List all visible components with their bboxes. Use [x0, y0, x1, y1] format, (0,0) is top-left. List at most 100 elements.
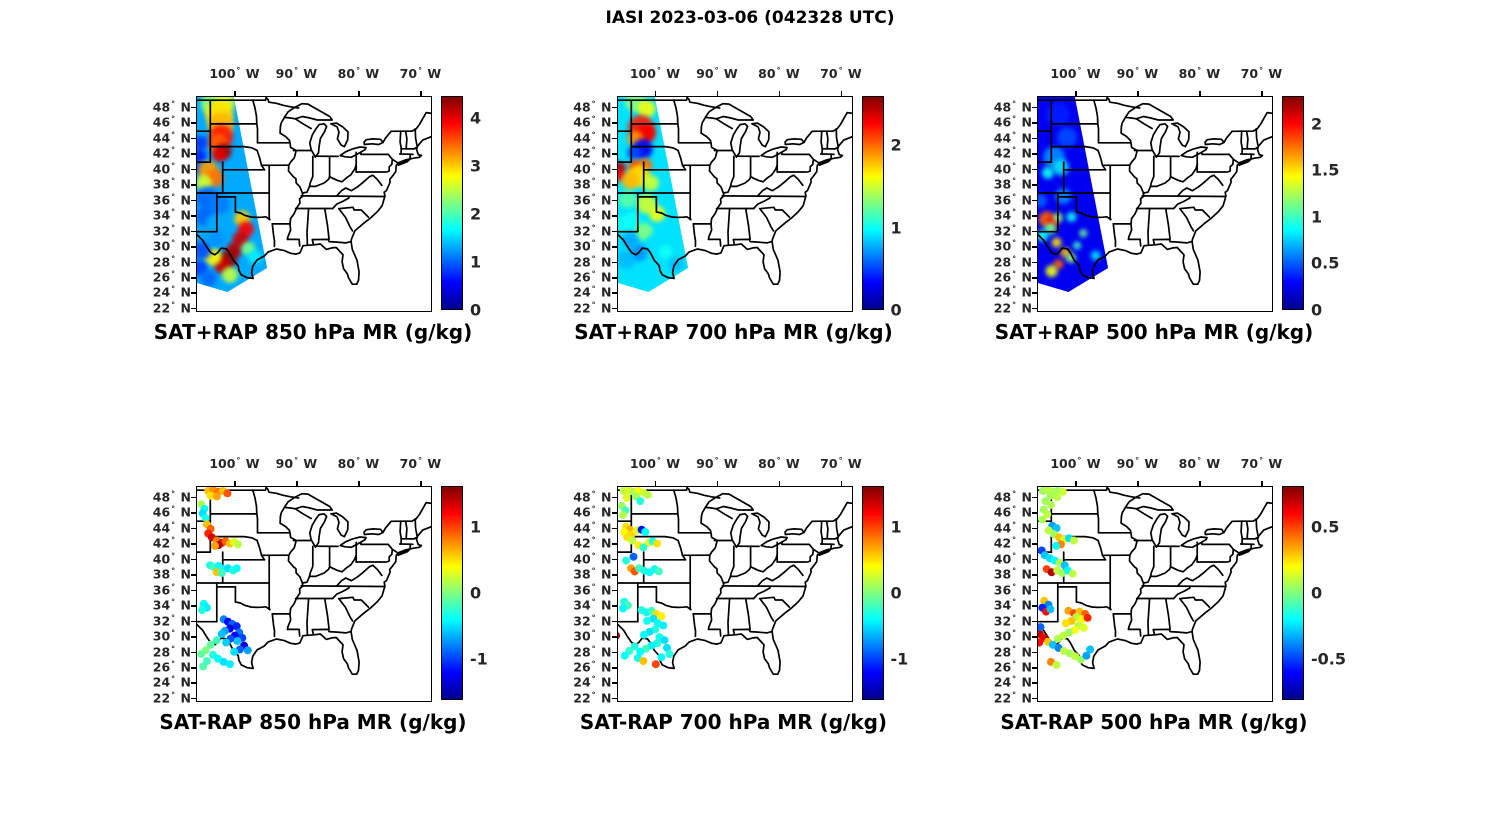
colorbar-tick-label: 0 — [470, 583, 482, 603]
lat-tick-value: 22 — [993, 690, 1012, 706]
lat-tick-value: 28 — [993, 254, 1012, 270]
lat-tickmark — [191, 589, 196, 592]
lat-tick-value: 40 — [993, 161, 1012, 177]
lat-tick-hemisphere: N — [1021, 207, 1032, 223]
lon-tick-hemisphere: W — [1268, 66, 1283, 82]
field-blob — [648, 205, 665, 222]
lon-tickmark — [654, 91, 657, 96]
lat-tick-value: 28 — [573, 644, 591, 660]
lat-tick-label: 34° N — [988, 598, 1032, 613]
lat-tick-label: 26° N — [988, 269, 1032, 284]
lat-tick-hemisphere: N — [1021, 238, 1032, 254]
lat-tick-hemisphere: N — [601, 223, 612, 239]
lon-tick-hemisphere: W — [1144, 66, 1159, 82]
degree-symbol: ° — [1012, 551, 1017, 561]
difference-dot — [665, 650, 673, 659]
lat-tick-hemisphere: N — [601, 254, 612, 270]
panel-title: SAT-RAP 500 hPa MR (g/kg) — [1000, 710, 1308, 734]
field-blob — [1053, 259, 1064, 270]
lat-tickmark — [191, 184, 196, 186]
lat-tick-value: 38 — [152, 176, 171, 192]
lon-tickmark — [296, 91, 298, 96]
difference-dot — [206, 491, 215, 500]
field-blob — [200, 270, 217, 287]
degree-symbol: ° — [591, 192, 596, 202]
lat-tickmark — [1032, 199, 1037, 202]
degree-symbol: ° — [591, 489, 596, 499]
lon-tickmark — [358, 481, 360, 486]
degree-symbol: ° — [171, 238, 176, 248]
map-panel-sat-plus-rap-500: 100° W 90° W 80° W 70° W 48° N 46° N 44° N 42° … — [964, 60, 1344, 370]
lat-tick-value: 24 — [152, 285, 171, 301]
colorbar-tick-label: -1 — [470, 649, 488, 669]
lat-tickmark — [191, 543, 196, 545]
difference-dot — [630, 642, 639, 651]
lat-tick-label: 32° N — [988, 223, 1032, 238]
lat-tick-label: 42° N — [988, 146, 1032, 161]
difference-dot — [1046, 605, 1055, 614]
lat-tick-hemisphere: N — [1021, 269, 1032, 285]
lat-tick-hemisphere: N — [601, 675, 612, 691]
lon-tickmark — [654, 481, 657, 486]
difference-dot — [232, 564, 241, 573]
difference-dot — [635, 647, 644, 656]
lat-tick-label: 26° N — [988, 659, 1032, 674]
difference-dot — [1061, 619, 1070, 628]
lat-tick-hemisphere: N — [601, 176, 612, 192]
lat-tickmark — [1032, 620, 1037, 623]
degree-symbol: ° — [171, 99, 176, 109]
degree-symbol: ° — [1077, 456, 1082, 465]
lat-tickmark — [1032, 527, 1037, 530]
difference-dot — [656, 612, 665, 621]
lat-tick-value: 46 — [993, 115, 1012, 130]
difference-dot — [198, 606, 206, 615]
lat-tick-label: 24° N — [988, 285, 1032, 300]
lat-tick-value: 46 — [573, 505, 591, 520]
degree-symbol: ° — [1012, 535, 1017, 545]
lon-tick-value: 90 — [1116, 66, 1135, 82]
difference-dot — [1041, 497, 1050, 506]
lat-tickmark — [611, 620, 617, 623]
lat-tick-hemisphere: N — [180, 207, 191, 223]
field-blob — [197, 241, 212, 260]
lat-tickmark — [1032, 636, 1037, 638]
lon-tick-value: 100 — [209, 456, 236, 472]
lat-tick-hemisphere: N — [180, 99, 191, 115]
lon-tickmark — [234, 91, 236, 96]
degree-symbol: ° — [656, 456, 661, 465]
lat-tickmark — [1032, 697, 1037, 700]
lon-tick-value: 90 — [1116, 456, 1135, 472]
lat-tick-hemisphere: N — [601, 269, 612, 285]
lat-tickmark — [191, 106, 196, 109]
lat-tick-label: 48° N — [568, 489, 611, 504]
lon-tick-hemisphere: W — [1206, 66, 1221, 82]
field-blob — [617, 190, 636, 209]
degree-symbol: ° — [1012, 674, 1017, 684]
lon-tick-hemisphere: W — [1206, 456, 1221, 472]
difference-dot — [660, 636, 668, 645]
lon-tickmark — [234, 481, 236, 486]
colorbar-tick-label: 0 — [470, 300, 482, 320]
degree-symbol: ° — [591, 674, 596, 684]
lat-tick-value: 40 — [152, 161, 171, 177]
lat-tick-label: 22° N — [147, 690, 191, 705]
difference-dot — [1038, 515, 1047, 524]
difference-dot — [629, 552, 637, 561]
lon-tick-hemisphere: W — [847, 66, 862, 82]
degree-symbol: ° — [1012, 643, 1017, 653]
lat-tick-label: 38° N — [568, 176, 612, 192]
lat-tick-value: 48 — [993, 489, 1012, 505]
lat-tick-value: 46 — [152, 505, 171, 520]
difference-dot — [1046, 491, 1055, 500]
colorbar-tick-label: 1 — [470, 517, 482, 537]
difference-dot — [1038, 638, 1044, 647]
field-blob — [212, 148, 227, 163]
lon-tick-label: 100° W — [630, 66, 680, 82]
lat-tick-hemisphere: N — [601, 582, 612, 598]
degree-symbol: ° — [171, 284, 176, 294]
lon-tickmark — [1137, 91, 1139, 96]
lon-tick-label: 90° W — [696, 66, 738, 82]
lon-tick-label: 70° W — [400, 66, 442, 82]
degree-symbol: ° — [591, 566, 596, 576]
lon-tick-label: 90° W — [276, 456, 318, 472]
